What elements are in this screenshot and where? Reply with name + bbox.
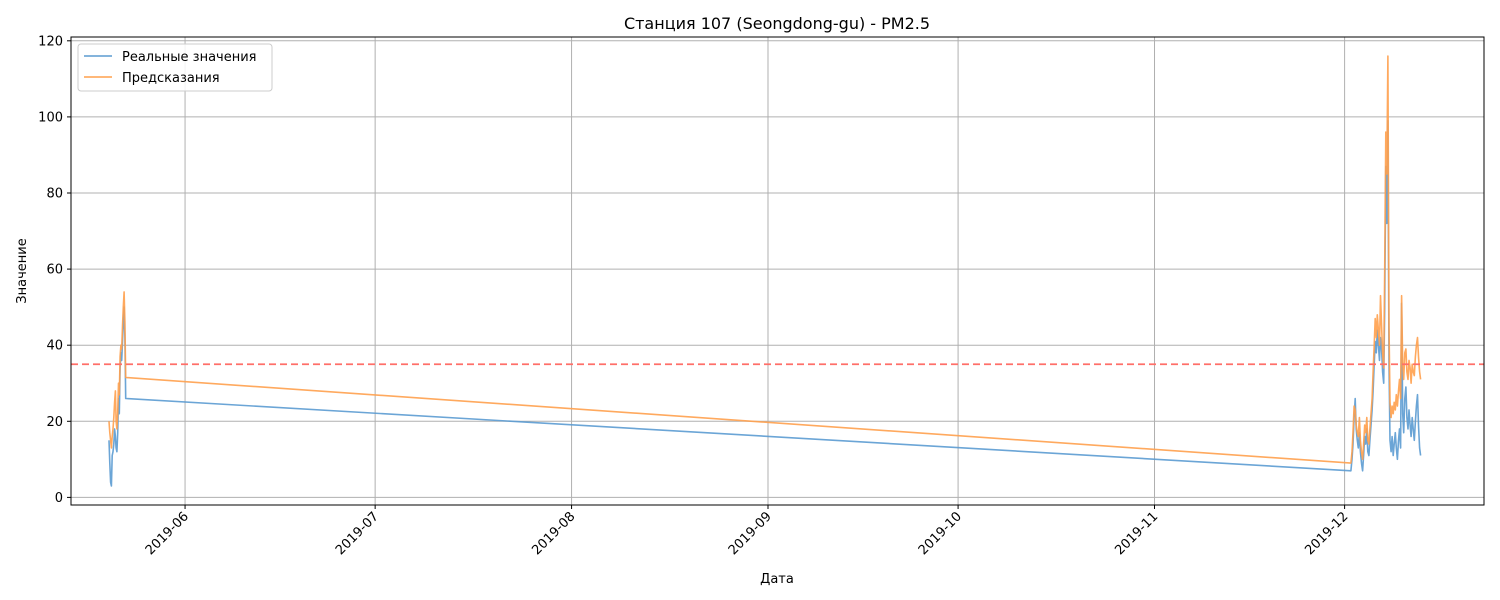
x-tick-label: 2019-11 — [1112, 509, 1161, 558]
x-ticks: 2019-06 2019-07 2019-08 2019-09 2019-10 2019-… — [143, 505, 1351, 558]
x-tick-label: 2019-09 — [726, 509, 775, 558]
legend-label-actual: Реальные значения — [122, 50, 257, 65]
y-tick-label: 80 — [46, 187, 63, 202]
y-tick-label: 120 — [38, 34, 63, 49]
grid — [71, 37, 1484, 505]
series-actual-line — [108, 119, 1422, 487]
y-tick-label: 60 — [46, 263, 63, 278]
legend-label-predicted: Предсказания — [122, 71, 220, 86]
x-tick-label: 2019-06 — [143, 509, 192, 558]
series-predicted-line — [108, 55, 1422, 464]
x-tick-label: 2019-10 — [916, 509, 965, 558]
y-tick-label: 100 — [38, 110, 63, 125]
x-axis-label: Дата — [760, 572, 794, 587]
axes-frame — [70, 36, 1485, 506]
x-tick-label: 2019-12 — [1302, 509, 1351, 558]
y-ticks: 0 20 40 60 80 100 120 — [38, 34, 71, 506]
y-axis-label: Значение — [15, 238, 30, 303]
legend: Реальные значения Предсказания — [77, 43, 273, 92]
y-tick-label: 20 — [46, 415, 63, 430]
y-tick-label: 40 — [46, 339, 63, 354]
y-tick-label: 0 — [55, 491, 63, 506]
plot-area — [71, 55, 1484, 487]
x-tick-label: 2019-07 — [333, 509, 382, 558]
chart-title: Станция 107 (Seongdong-gu) - PM2.5 — [624, 14, 930, 33]
x-tick-label: 2019-08 — [529, 509, 578, 558]
legend-box — [77, 43, 273, 92]
